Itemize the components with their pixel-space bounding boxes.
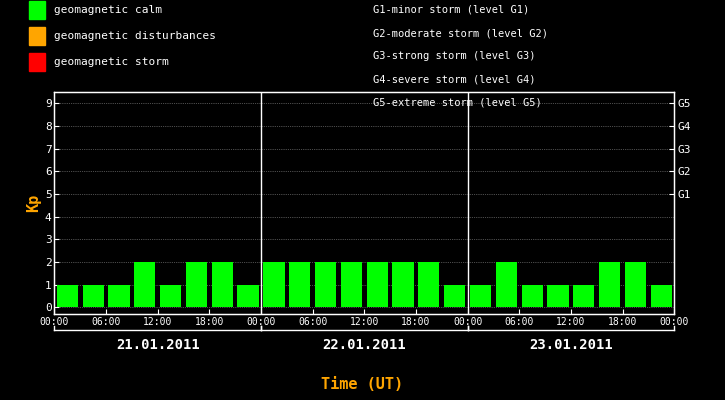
Bar xyxy=(238,284,259,307)
Text: 22.01.2011: 22.01.2011 xyxy=(323,338,406,352)
Bar xyxy=(547,284,568,307)
Bar xyxy=(263,262,284,307)
Bar xyxy=(625,262,646,307)
Text: 23.01.2011: 23.01.2011 xyxy=(529,338,613,352)
Bar xyxy=(186,262,207,307)
Text: G4-severe storm (level G4): G4-severe storm (level G4) xyxy=(373,74,536,85)
Bar xyxy=(470,284,491,307)
Bar xyxy=(573,284,594,307)
Bar xyxy=(341,262,362,307)
Y-axis label: Kp: Kp xyxy=(25,194,41,212)
Bar xyxy=(289,262,310,307)
Bar xyxy=(651,284,672,307)
Bar xyxy=(599,262,621,307)
Text: geomagnetic storm: geomagnetic storm xyxy=(54,57,168,67)
Text: G2-moderate storm (level G2): G2-moderate storm (level G2) xyxy=(373,28,548,38)
Bar xyxy=(444,284,465,307)
Text: geomagnetic calm: geomagnetic calm xyxy=(54,5,162,15)
Bar xyxy=(521,284,543,307)
Bar xyxy=(212,262,233,307)
Bar xyxy=(134,262,155,307)
Bar xyxy=(83,284,104,307)
Bar xyxy=(315,262,336,307)
Bar xyxy=(108,284,130,307)
Text: Time (UT): Time (UT) xyxy=(321,377,404,392)
Text: G3-strong storm (level G3): G3-strong storm (level G3) xyxy=(373,51,536,61)
Text: geomagnetic disturbances: geomagnetic disturbances xyxy=(54,31,215,41)
Text: 21.01.2011: 21.01.2011 xyxy=(116,338,199,352)
Text: G1-minor storm (level G1): G1-minor storm (level G1) xyxy=(373,5,530,15)
Bar xyxy=(160,284,181,307)
Bar xyxy=(392,262,414,307)
Bar xyxy=(496,262,517,307)
Bar xyxy=(367,262,388,307)
Bar xyxy=(57,284,78,307)
Bar xyxy=(418,262,439,307)
Text: G5-extreme storm (level G5): G5-extreme storm (level G5) xyxy=(373,98,542,108)
